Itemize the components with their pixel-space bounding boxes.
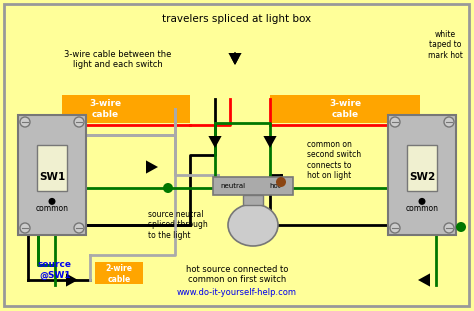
Text: hot: hot (269, 183, 281, 189)
Text: SW2: SW2 (409, 172, 435, 182)
Text: 3-wire
cable: 3-wire cable (89, 99, 121, 119)
Text: source
@SW1: source @SW1 (38, 260, 72, 280)
Text: 3-wire cable between the
light and each switch: 3-wire cable between the light and each … (64, 50, 172, 69)
Polygon shape (418, 273, 430, 287)
Polygon shape (209, 136, 222, 148)
Bar (213, 177, 293, 195)
Bar (95, 262, 143, 284)
Circle shape (74, 117, 84, 127)
Text: common: common (36, 204, 69, 213)
Text: white
taped to
mark hot: white taped to mark hot (428, 30, 463, 60)
Bar (243, 195, 263, 205)
Circle shape (74, 223, 84, 233)
Circle shape (390, 117, 400, 127)
Circle shape (20, 117, 30, 127)
Text: common: common (405, 204, 438, 213)
Bar (407, 145, 437, 191)
Text: SW1: SW1 (39, 172, 65, 182)
Bar (270, 95, 420, 123)
Bar (62, 95, 190, 123)
Bar (37, 145, 67, 191)
Ellipse shape (228, 204, 278, 246)
Circle shape (163, 183, 173, 193)
Text: 2-wire
cable: 2-wire cable (106, 264, 133, 284)
Text: travelers spliced at light box: travelers spliced at light box (163, 14, 311, 24)
Circle shape (48, 198, 55, 205)
Circle shape (276, 177, 286, 187)
Text: 3-wire
cable: 3-wire cable (329, 99, 361, 119)
Text: neutral: neutral (220, 183, 246, 189)
Text: common on
second switch
connects to
hot on light: common on second switch connects to hot … (307, 140, 361, 180)
Circle shape (419, 198, 426, 205)
Text: source neutral
spliced through
to the light: source neutral spliced through to the li… (148, 210, 208, 240)
Circle shape (456, 222, 466, 232)
Text: www.do-it-yourself-help.com: www.do-it-yourself-help.com (177, 288, 297, 297)
Polygon shape (228, 53, 242, 65)
Bar (18, 115, 86, 235)
Circle shape (444, 223, 454, 233)
Circle shape (444, 117, 454, 127)
Text: hot source connected to
common on first switch: hot source connected to common on first … (186, 265, 288, 284)
Circle shape (390, 223, 400, 233)
Polygon shape (146, 160, 158, 174)
Polygon shape (264, 136, 277, 148)
Circle shape (20, 223, 30, 233)
Bar (388, 115, 456, 235)
Polygon shape (66, 273, 78, 287)
